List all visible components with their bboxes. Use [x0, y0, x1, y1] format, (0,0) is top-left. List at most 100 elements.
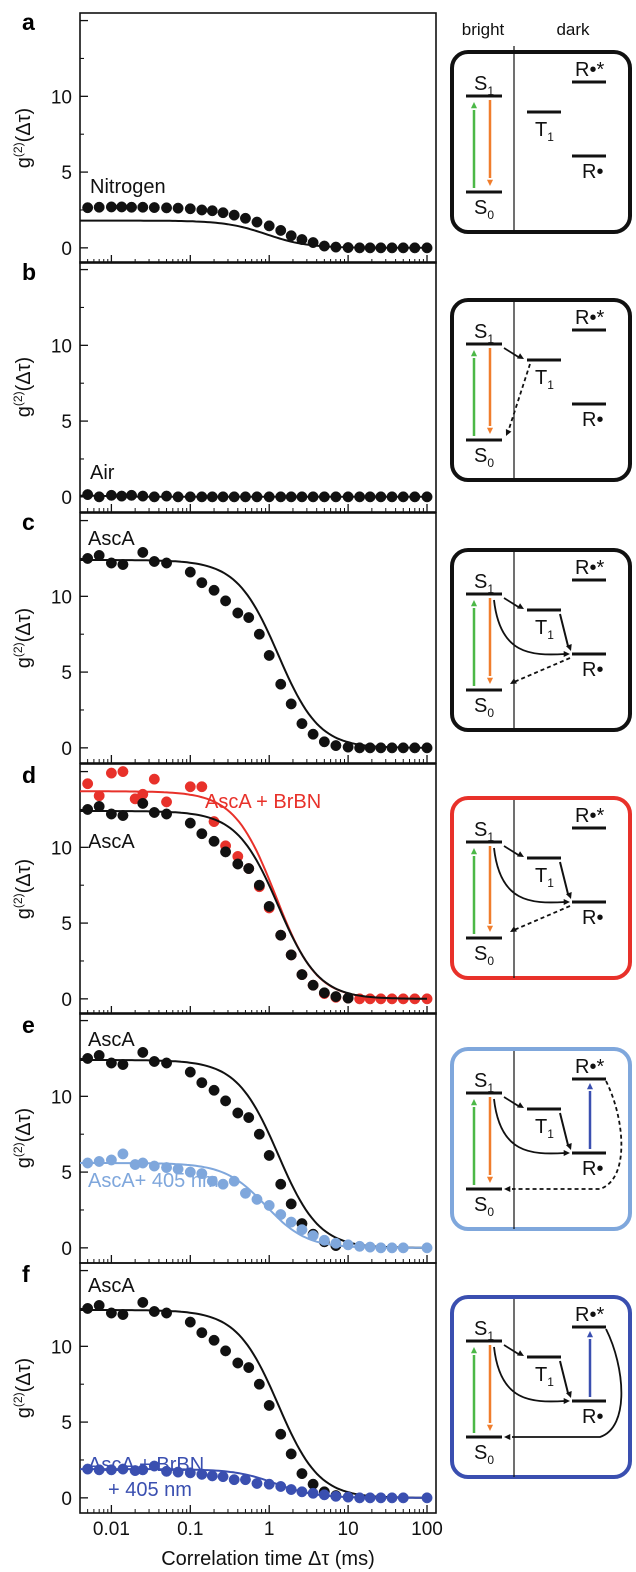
data-point — [251, 1193, 263, 1205]
data-point — [93, 800, 105, 812]
data-point — [217, 1178, 229, 1190]
data-point — [275, 678, 287, 690]
s0-label-main: S — [474, 943, 487, 965]
isc-arrow — [503, 1096, 521, 1108]
y-tick-label: 0 — [61, 990, 72, 1011]
data-point — [105, 1464, 117, 1476]
data-point — [285, 1198, 297, 1210]
data-point — [243, 612, 255, 623]
data-point — [364, 1241, 376, 1253]
t1-label-sub: 1 — [547, 378, 554, 392]
s0-label-sub: 0 — [487, 706, 494, 720]
data-point — [105, 489, 117, 501]
data-point — [105, 1154, 117, 1166]
t1-label-main: T — [535, 119, 547, 141]
data-point — [330, 740, 342, 752]
data-point — [117, 766, 129, 778]
plot-frame — [79, 1262, 437, 1514]
t1-label-sub: 1 — [547, 1127, 554, 1141]
data-point — [161, 1465, 172, 1477]
data-point — [275, 1178, 287, 1190]
data-point — [184, 817, 196, 829]
y-tick-label: 0 — [61, 1489, 72, 1510]
data-point — [206, 1175, 218, 1187]
s1-label-sub: 1 — [487, 332, 494, 346]
s0-label-main: S — [474, 1194, 487, 1216]
s0-label-main: S — [474, 197, 487, 219]
data-point — [263, 491, 275, 503]
excitation-arrowhead — [470, 848, 478, 855]
data-point — [263, 220, 275, 232]
data-point — [105, 808, 117, 820]
s1-label: S1 — [474, 1318, 494, 1343]
data-point — [251, 491, 263, 503]
t1-label-main: T — [535, 865, 547, 887]
data-point — [342, 1239, 354, 1251]
data-point — [172, 1466, 184, 1478]
data-point — [126, 201, 137, 213]
triplet-to-radical-arrowhead — [565, 1143, 572, 1150]
data-point — [137, 201, 149, 213]
series-label: AscA + BrBN — [88, 1454, 204, 1476]
data-point — [137, 1296, 149, 1308]
data-point — [148, 491, 160, 503]
data-point — [93, 790, 105, 802]
data-point — [421, 742, 433, 754]
triplet-to-radical-arrow — [559, 1360, 569, 1394]
data-point — [397, 1242, 409, 1254]
y-tick-label: 0 — [61, 1239, 72, 1260]
data-point — [220, 846, 232, 858]
data-point — [172, 491, 184, 503]
y-tick-label: 10 — [51, 336, 72, 357]
panel-d-chart: 0 5 10 g(2)(Δτ) d AscA + BrBN AscA — [11, 762, 437, 1015]
data-point — [409, 491, 421, 503]
t1-label: T1 — [535, 119, 554, 144]
radical-excited-label: R•* — [575, 557, 604, 579]
data-point — [117, 559, 129, 570]
data-point — [184, 491, 196, 503]
data-point — [240, 212, 251, 224]
y-tick-label: 0 — [61, 739, 72, 760]
data-point — [307, 979, 319, 991]
data-point — [161, 1057, 172, 1069]
data-point — [217, 207, 229, 219]
y-axis-title-part: (2) — [11, 893, 25, 908]
data-point — [206, 491, 218, 503]
s1-label-main: S — [474, 1070, 487, 1092]
radical-excited-recovery-arrowhead — [504, 1433, 511, 1441]
data-point — [354, 491, 366, 503]
y-tick-label: 0 — [61, 488, 72, 509]
data-point — [196, 1077, 208, 1089]
data-point — [82, 489, 94, 501]
x-tick-label: 10 — [338, 1519, 359, 1540]
data-point — [206, 1470, 218, 1482]
data-point — [354, 742, 366, 754]
data-point — [196, 781, 208, 793]
s1-label: S1 — [474, 571, 494, 596]
y-axis-title-part: (2) — [11, 391, 25, 406]
data-point — [137, 788, 149, 800]
data-point — [253, 628, 265, 640]
data-point — [93, 201, 105, 213]
data-point — [318, 491, 330, 503]
data-point — [93, 1049, 105, 1061]
data-point — [421, 1242, 433, 1254]
data-point — [82, 804, 94, 815]
data-point — [196, 1468, 208, 1480]
data-point — [421, 1492, 433, 1504]
data-point — [196, 204, 208, 216]
data-point — [228, 491, 240, 503]
excitation-arrowhead — [470, 1347, 478, 1354]
data-point — [263, 1199, 275, 1211]
data-point — [364, 1492, 376, 1504]
x-tick-label: 0.1 — [177, 1519, 203, 1540]
data-point — [240, 491, 251, 503]
data-point — [243, 1112, 255, 1123]
panel-letter-f: f — [22, 1261, 30, 1287]
y-axis-title-part: (Δτ) — [13, 1108, 35, 1143]
diagrams-layer: bright darkS1S0T1R•R•*S1S0T1R•R•*S1S0T1R•… — [450, 20, 632, 1479]
excitation-arrowhead — [470, 600, 478, 607]
x-tick-label: 100 — [411, 1519, 443, 1540]
diagram-header-bright: bright — [462, 20, 505, 39]
